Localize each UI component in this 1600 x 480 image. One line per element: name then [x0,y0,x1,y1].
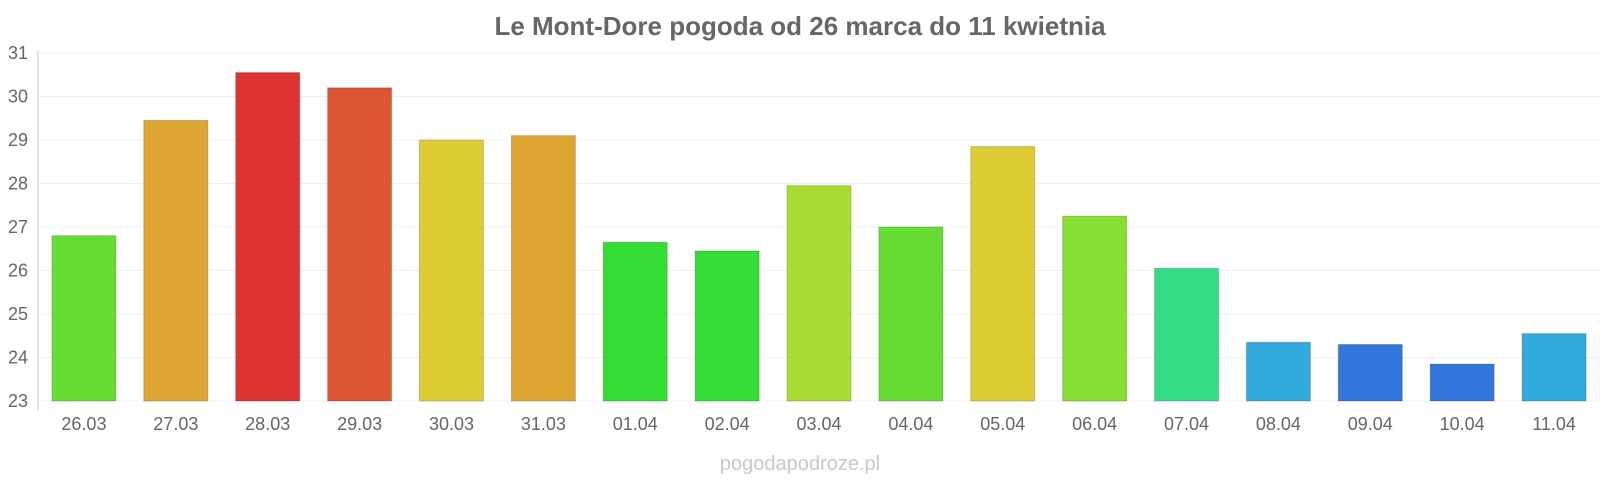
bar-29.03 [327,87,393,402]
bar-03.04 [786,185,852,402]
x-tick-label: 06.04 [1072,414,1117,434]
bar-01.04 [602,241,668,402]
x-tick-label: 26.03 [61,414,106,434]
y-tick-label: 31 [8,43,28,63]
y-axis: 23 24 25 26 27 28 29 30 31 [8,43,39,411]
x-tick-label: 09.04 [1348,414,1393,434]
bar-05.04 [970,146,1036,402]
bar-27.03 [143,119,209,402]
y-tick-label: 26 [8,261,28,281]
x-axis: 26.03 27.03 28.03 29.03 30.03 31.03 01.04 02.04… [61,414,1576,434]
y-tick-label: 29 [8,130,28,150]
chart-title: Le Mont-Dore pogoda od 26 marca do 11 kw… [494,11,1106,41]
x-tick-label: 29.03 [337,414,382,434]
y-tick-label: 23 [8,391,28,411]
x-tick-label: 01.04 [613,414,658,434]
x-tick-label: 10.04 [1440,414,1485,434]
y-tick-label: 27 [8,217,28,237]
y-tick-label: 25 [8,304,28,324]
bar-07.04 [1154,267,1220,402]
x-tick-label: 03.04 [796,414,841,434]
watermark: pogodapodroze.pl [720,453,880,475]
bar-28.03 [235,72,301,402]
x-tick-label: 08.04 [1256,414,1301,434]
x-tick-label: 02.04 [705,414,750,434]
x-tick-label: 31.03 [521,414,566,434]
x-tick-label: 05.04 [980,414,1025,434]
bar-30.03 [418,139,484,402]
bar-09.04 [1337,343,1403,402]
x-tick-label: 27.03 [153,414,198,434]
bar-10.04 [1429,363,1495,402]
x-tick-label: 04.04 [888,414,933,434]
y-tick-label: 30 [8,87,28,107]
bars [51,72,1587,402]
bar-04.04 [878,226,944,402]
x-tick-label: 28.03 [245,414,290,434]
x-tick-label: 30.03 [429,414,474,434]
bar-06.04 [1062,215,1128,402]
bar-11.04 [1521,333,1587,402]
x-tick-label: 07.04 [1164,414,1209,434]
bar-31.03 [510,135,576,402]
y-tick-label: 24 [8,348,28,368]
bar-02.04 [694,250,760,402]
bar-26.03 [51,235,117,402]
bar-08.04 [1245,341,1311,402]
x-tick-label: 11.04 [1532,414,1576,434]
y-tick-label: 28 [8,174,28,194]
